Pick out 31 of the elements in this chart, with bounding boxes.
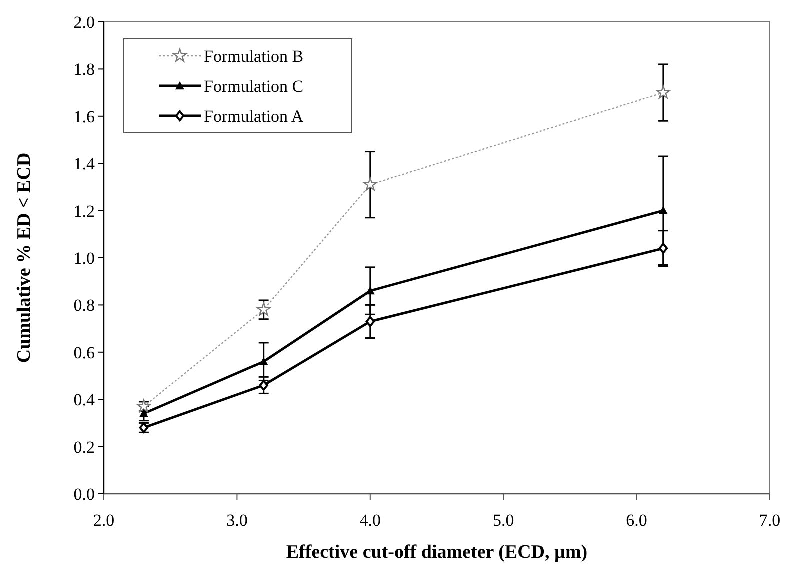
- x-tick-label: 5.0: [492, 511, 514, 530]
- y-tick-label: 0.6: [74, 343, 95, 362]
- x-tick-label: 3.0: [226, 511, 248, 530]
- y-tick-label: 0.2: [74, 438, 95, 457]
- legend-label: Formulation C: [204, 77, 304, 96]
- x-axis-title: Effective cut-off diameter (ECD, µm): [286, 542, 588, 563]
- x-tick-label: 4.0: [360, 511, 382, 530]
- y-tick-label: 1.6: [74, 107, 95, 126]
- x-tick-label: 2.0: [93, 511, 115, 530]
- legend-label: Formulation A: [204, 107, 304, 126]
- point: [366, 316, 375, 328]
- legend-label: Formulation B: [204, 47, 304, 66]
- y-tick-label: 0.8: [74, 296, 95, 316]
- point: [656, 86, 670, 99]
- point: [259, 357, 268, 366]
- y-tick-label: 0.0: [74, 485, 95, 504]
- y-tick-label: 2.0: [74, 13, 95, 32]
- y-tick-label: 1.4: [74, 154, 96, 174]
- point: [363, 178, 378, 191]
- y-tick-label: 1.2: [74, 202, 95, 221]
- point: [658, 206, 668, 214]
- x-tick-label: 6.0: [626, 511, 648, 530]
- point: [139, 409, 148, 418]
- y-axis-title: Cumulative % ED < ECD: [14, 152, 35, 364]
- point: [256, 302, 271, 316]
- x-tick-label: 7.0: [759, 511, 781, 530]
- point: [658, 243, 668, 254]
- y-tick-label: 0.4: [74, 390, 96, 410]
- y-tick-label: 1.8: [74, 60, 95, 80]
- point: [259, 380, 268, 391]
- y-tick-label: 1.0: [74, 249, 95, 268]
